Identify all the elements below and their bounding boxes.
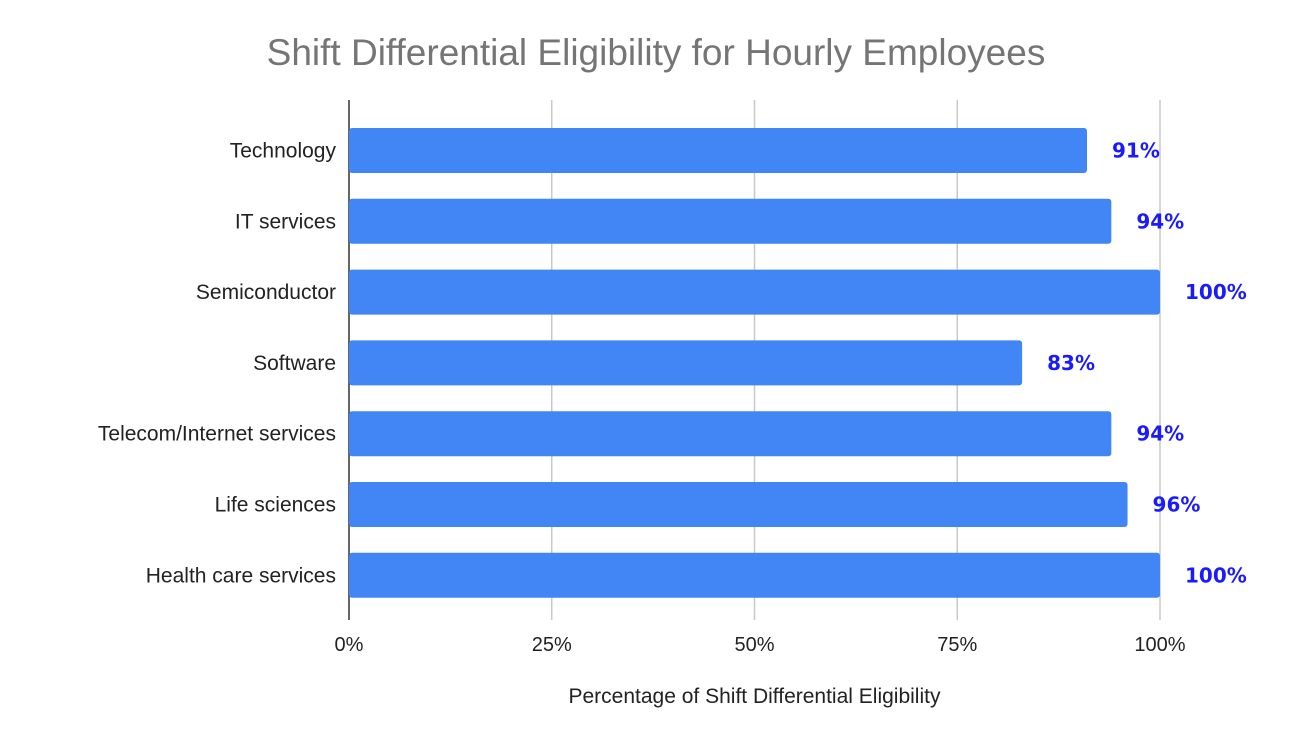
- x-tick-label: 50%: [734, 634, 774, 656]
- data-label: 94%: [1136, 422, 1184, 446]
- y-tick-label: Software: [253, 352, 336, 375]
- data-label: 96%: [1153, 493, 1201, 517]
- bar: [349, 269, 1160, 315]
- data-label: 100%: [1185, 280, 1247, 304]
- x-tick-label: 100%: [1134, 634, 1185, 656]
- data-label: 83%: [1047, 351, 1095, 375]
- y-tick-label: Semiconductor: [196, 281, 336, 304]
- chart-title: Shift Differential Eligibility for Hourl…: [266, 32, 1046, 73]
- y-tick-label: Telecom/Internet services: [98, 423, 336, 446]
- x-tick-label: 75%: [937, 634, 977, 656]
- y-tick-label: Life sciences: [215, 494, 336, 517]
- data-label: 94%: [1136, 209, 1184, 233]
- y-tick-label: IT services: [235, 210, 336, 233]
- data-label: 100%: [1185, 563, 1247, 587]
- x-tick-label: 0%: [335, 634, 364, 656]
- bar: [349, 198, 1112, 244]
- bar: [349, 128, 1088, 173]
- data-label: 91%: [1112, 139, 1160, 163]
- y-tick-label: Technology: [230, 140, 337, 163]
- y-tick-label: Health care services: [146, 564, 336, 587]
- bar: [349, 482, 1128, 527]
- x-axis-label: Percentage of Shift Differential Eligibi…: [568, 685, 941, 708]
- bar: [349, 340, 1023, 386]
- bar: [349, 552, 1160, 598]
- bar: [349, 411, 1112, 457]
- x-tick-label: 25%: [532, 634, 572, 656]
